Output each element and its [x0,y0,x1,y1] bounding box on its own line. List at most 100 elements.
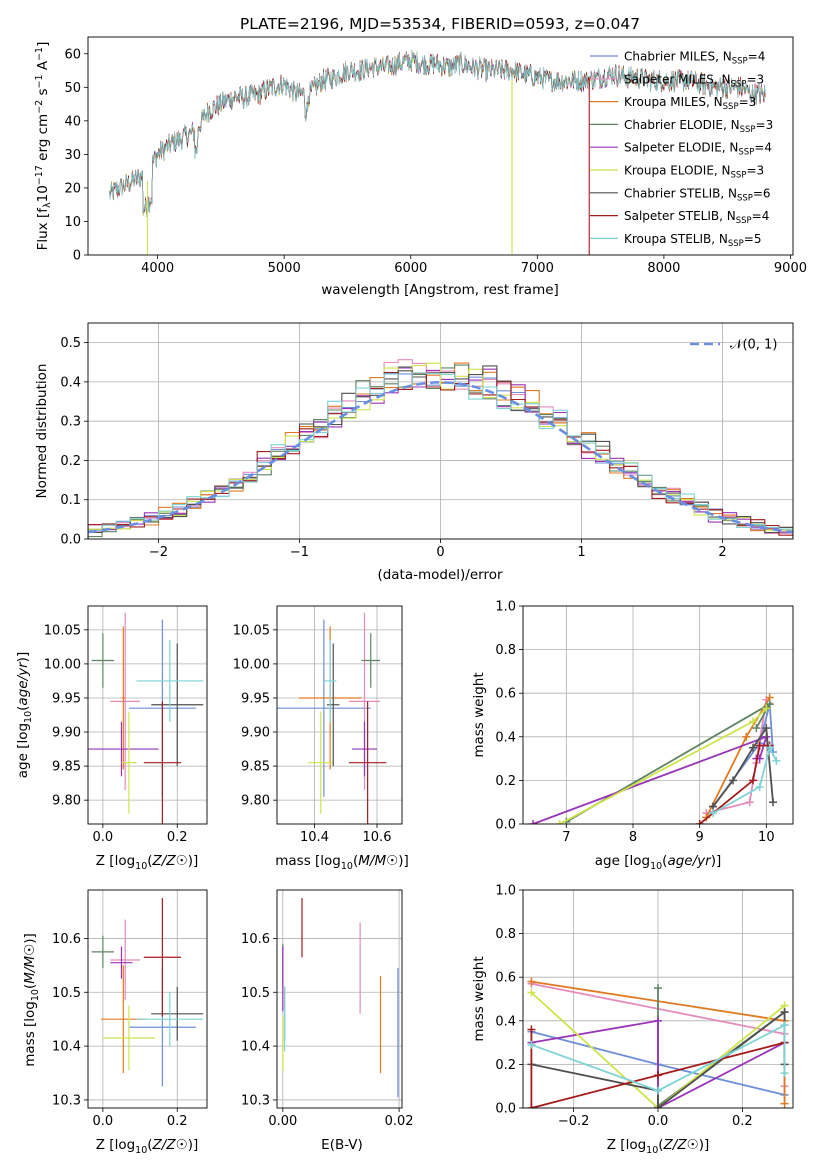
y-tick-label: 60 [64,47,81,62]
y-tick-label: 0.6 [495,687,516,702]
spectrum-panel: 4000 5000 6000 7000 8000 9000 0 10 20 30 40 50 60 Cha… [34,36,807,298]
y-tick-label: 10.05 [44,623,81,638]
age-vs-mass-x-label: mass [log10(M/M☉)] [275,853,409,872]
x-tick-label: 0.00 [268,1114,297,1129]
weight-marker [745,798,754,807]
weight-vs-z-x-label: Z [log10(Z/Z☉)] [607,1137,709,1156]
weight-vs-z-y-label: mass weight [471,956,487,1041]
y-tick-label: 0.3 [60,415,81,430]
y-tick-label: 0.2 [60,454,81,469]
weight-line-kroupa-elodie [530,991,786,1108]
y-tick-label: 9.90 [52,726,81,741]
weight-marker [527,988,536,997]
spectrum-y-label: Flux [fλ10−17 erg cm−2 s−1 A−1] [34,42,53,251]
legend-entry-kroupa-elodie: Kroupa ELODIE, NSSP=3 [624,164,764,181]
age_vs_Z-panel: 0.0 0.2 9.80 9.85 9.90 9.95 10.00 10.05 Z [log10… [15,605,208,872]
histogram-kroupa-stelib [88,372,793,538]
weight-marker [654,984,662,993]
weight-marker [769,798,777,807]
weight-vs-age-y-label: mass weight [471,672,487,757]
mass_vs_ebv-plot-area [282,898,399,1098]
y-tick-label: 1.0 [495,884,516,899]
y-tick-label: 9.80 [52,794,81,809]
y-tick-label: 0.0 [495,818,516,833]
y-tick-label: 0.6 [495,971,516,986]
x-tick-label: −2 [149,545,168,560]
spectrum-legend: Chabrier MILES, NSSP=4 Salpeter MILES, NS… [590,50,773,249]
axes-frame [522,889,794,1109]
age-vs-z-y-label: age [log10(age/yr)] [15,652,34,778]
weight-marker [527,1040,536,1049]
y-tick-label: 0.2 [495,774,516,789]
mass-vs-z-x-label: Z [log10(Z/Z☉)] [96,1137,198,1156]
x-tick-label: 0.02 [385,1114,414,1129]
legend-entry-salpeter-stelib: Salpeter STELIB, NSSP=4 [624,209,769,226]
residuals-x-label: (data-model)/error [377,567,503,583]
y-tick-label: 10.6 [241,932,270,947]
residuals-plot-area [88,359,793,539]
weight_vs_age-panel: 7 8 9 10 0.0 0.2 0.4 0.6 0.8 1.0 age [log10(age/yr… [471,600,794,872]
weight-marker [749,717,757,726]
x-tick-label: 0.0 [93,830,114,845]
x-tick-label: 0 [436,545,444,560]
y-tick-label: 10.05 [233,623,270,638]
weight-marker [527,1104,536,1108]
y-tick-label: 30 [64,148,81,163]
y-tick-label: 0.0 [495,1102,516,1117]
x-tick-label: −1 [290,545,309,560]
weight-marker [654,1086,662,1095]
weight-marker [742,732,751,741]
weight-marker [755,741,764,750]
weight-marker [780,1008,789,1017]
mass_vs_Z-plot-area [91,898,204,1087]
y-tick-label: 9.80 [241,794,270,809]
weight_vs_Z-plot-area [527,977,789,1108]
y-tick-label: 10.00 [233,657,270,672]
y-tick-label: 0.5 [60,336,81,351]
weight-marker [729,776,737,785]
weight-line-salpeter-stelib [530,1029,785,1108]
weight-marker [654,1104,662,1108]
spectrum-plot-area [109,49,766,255]
x-tick-label: 0.0 [93,1114,114,1129]
weight-marker [780,1099,789,1108]
y-tick-label: 0.2 [495,1058,516,1073]
weight-marker [555,820,564,824]
x-tick-label: 10 [758,830,775,845]
weight-marker [709,809,717,818]
weight-marker [780,1069,789,1078]
y-tick-label: 20 [64,181,81,196]
y-tick-label: 0.8 [495,643,516,658]
y-tick-label: 10.6 [52,932,81,947]
age_vs_mass-plot-area [277,612,387,824]
weight_vs_age-plot-area [529,693,781,824]
legend-entry-chabrier-elodie: Chabrier ELODIE, NSSP=3 [624,118,773,135]
y-tick-label: 9.95 [52,691,81,706]
axes-frame [522,605,794,825]
weight-marker [772,756,781,765]
normal-curve [88,380,793,534]
x-tick-label: 6000 [394,261,427,276]
residuals-panel: −2 −1 0 1 2 0.0 0.1 0.2 0.3 0.4 0.5 𝒩(0, 1) (data-mo… [34,322,794,583]
spectrum-x-label: wavelength [Angstrom, rest frame] [321,282,559,298]
axes-frame [87,605,208,825]
y-tick-label: 9.95 [241,691,270,706]
x-tick-label: 9000 [774,261,807,276]
y-tick-label: 10.00 [44,657,81,672]
x-tick-label: 7 [562,830,570,845]
x-tick-label: −0.2 [558,1114,590,1129]
y-tick-label: 9.85 [241,760,270,775]
y-tick-label: 0.1 [60,493,81,508]
x-tick-label: 9 [696,830,704,845]
legend-entry-kroupa-stelib: Kroupa STELIB, NSSP=5 [624,232,762,249]
spectrum-kroupa-stelib [109,50,766,217]
y-tick-label: 0.4 [495,730,516,745]
weight-line-salpeter-elodie [531,1019,786,1108]
y-tick-label: 10.4 [241,1040,270,1055]
legend-entry-chabrier-miles: Chabrier MILES, NSSP=4 [624,50,765,67]
x-tick-label: 10.4 [300,830,329,845]
weight-line-kroupa-stelib [531,1023,786,1092]
x-tick-label: 8000 [647,261,680,276]
weight-marker [762,724,771,733]
